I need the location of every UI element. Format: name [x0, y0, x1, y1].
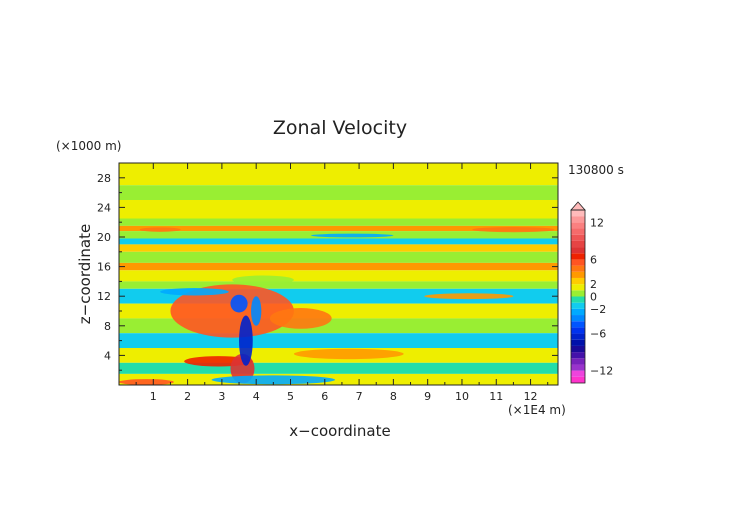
colorbar-swatch: [571, 339, 585, 346]
colorbar-swatch: [571, 370, 585, 377]
y-tick-label: 24: [97, 201, 111, 214]
colorbar-frame: [570, 209, 586, 384]
x-tick-label: 8: [390, 390, 397, 403]
x-tick-label: 4: [253, 390, 260, 403]
y-tick-label: 12: [97, 290, 111, 303]
colorbar-swatch: [571, 364, 585, 371]
colorbar-swatch: [571, 302, 585, 309]
colorbar-swatch: [571, 333, 585, 340]
colorbar-swatch: [571, 284, 585, 291]
x-tick-label: 6: [321, 390, 328, 403]
field-feature: [230, 294, 248, 313]
field-feature: [472, 227, 555, 233]
y-tick-label: 20: [97, 231, 111, 244]
colorbar-extend-arrow: [570, 201, 586, 211]
colorbar-swatch: [571, 277, 585, 285]
colorbar-swatch: [571, 321, 585, 328]
colorbar-swatch: [571, 376, 585, 383]
colorbar-swatch: [571, 253, 585, 260]
colorbar-tick-label: 6: [590, 253, 597, 266]
colorbar-swatch: [571, 327, 585, 334]
x-tick-label: 3: [218, 390, 225, 403]
colorbar-swatch: [571, 216, 585, 223]
colorbar-swatch: [571, 271, 585, 278]
field-band: [119, 225, 558, 232]
y-axis: 4 8 12 16 20 24 28: [97, 172, 558, 371]
field-band: [119, 373, 558, 385]
field-band: [119, 218, 558, 226]
x-axis-title: x−coordinate: [289, 422, 390, 440]
y-axis-title: z−coordinate: [76, 224, 94, 324]
colorbar-tick-label: −2: [590, 303, 606, 316]
colorbar-swatch: [571, 296, 585, 303]
field-band: [119, 238, 558, 245]
y-tick-label: 16: [97, 261, 111, 274]
x-tick-label: 7: [356, 390, 363, 403]
field-band: [119, 281, 558, 289]
colorbar: 12 6 20−2 −6 −12: [570, 201, 613, 384]
field-band: [119, 163, 558, 186]
colorbar-swatch: [571, 240, 585, 248]
colorbar-swatch: [571, 247, 585, 254]
colorbar-swatch: [571, 345, 585, 353]
colorbar-tick-label: 2: [590, 278, 597, 291]
x-tick-label: 2: [184, 390, 191, 403]
field-feature: [239, 315, 253, 366]
colorbar-swatch: [571, 265, 585, 272]
field-band: [119, 200, 558, 219]
colorbar-tick-label: 12: [590, 216, 604, 229]
colorbar-tick-label: −6: [590, 328, 606, 341]
x-tick-label: 11: [489, 390, 503, 403]
x-tick-label: 5: [287, 390, 294, 403]
x-axis: 1 2 3 4 5 6 7 8 9 10 11 12: [135, 163, 549, 403]
chart-title: Zonal Velocity: [273, 117, 407, 139]
y-tick-label: 28: [97, 172, 111, 185]
field-band: [119, 244, 558, 252]
field-feature: [311, 233, 394, 238]
x-tick-label: 9: [424, 390, 431, 403]
x-tick-label: 1: [150, 390, 157, 403]
colorbar-swatch: [571, 228, 585, 235]
y-tick-label: 4: [104, 349, 111, 362]
field-feature: [211, 375, 336, 385]
x-tick-label: 12: [524, 390, 538, 403]
field-band: [119, 185, 558, 200]
field-feature: [232, 275, 294, 285]
colorbar-swatch: [571, 352, 585, 359]
colorbar-swatch: [571, 234, 585, 241]
field-feature: [160, 288, 229, 296]
plot-features: [119, 227, 555, 385]
plot-frame: [118, 162, 559, 386]
field-band: [119, 333, 558, 348]
colorbar-swatch: [571, 290, 585, 297]
colorbar-swatch: [571, 308, 585, 316]
x-tick-label: 10: [455, 390, 469, 403]
colorbar-swatch: [571, 210, 585, 217]
field-feature: [269, 308, 332, 329]
y-unit-label: (×1000 m): [56, 139, 121, 153]
field-feature: [170, 284, 294, 338]
field-band: [119, 262, 558, 271]
field-feature: [139, 227, 181, 232]
colorbar-tick-label: −12: [590, 365, 613, 378]
field-band: [119, 362, 558, 374]
field-band: [119, 270, 558, 282]
colorbar-swatch: [571, 222, 585, 229]
colorbar-swatch: [571, 259, 585, 266]
field-feature: [293, 348, 404, 360]
field-band: [119, 251, 558, 263]
y-tick-label: 8: [104, 320, 111, 333]
colorbar-swatch: [571, 315, 585, 322]
x-unit-label: (×1E4 m): [508, 403, 566, 417]
field-feature: [424, 293, 514, 300]
field-feature: [251, 296, 262, 326]
colorbar-tick-label: 0: [590, 291, 597, 304]
time-label: 130800 s: [568, 163, 624, 177]
field-feature: [119, 379, 174, 385]
colorbar-swatch: [571, 358, 585, 365]
